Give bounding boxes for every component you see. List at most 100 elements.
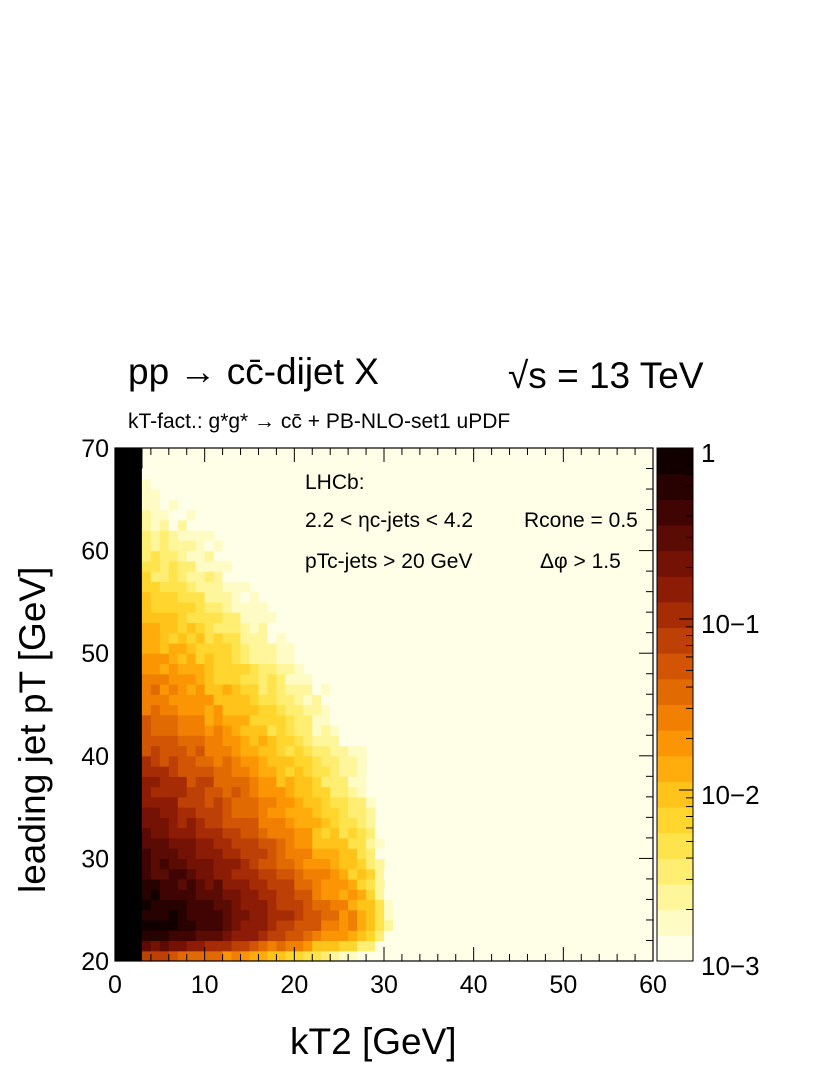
- heatmap-cell: [249, 889, 260, 901]
- heatmap-cell: [348, 950, 358, 961]
- heatmap-cell: [249, 899, 260, 911]
- heatmap-cell: [258, 601, 269, 613]
- heatmap-cell: [195, 878, 206, 890]
- heatmap-cell: [204, 540, 215, 552]
- heatmap-cell: [115, 807, 125, 818]
- heatmap-cell: [177, 519, 188, 531]
- heatmap-cell: [141, 950, 152, 961]
- heatmap-cell: [294, 807, 304, 818]
- heatmap-cell: [141, 468, 152, 480]
- heatmap-cell: [150, 560, 161, 572]
- heatmap-cell: [285, 755, 295, 767]
- heatmap-cell: [249, 642, 260, 654]
- heatmap-cell: [177, 632, 188, 644]
- color-scale-band: [657, 627, 693, 654]
- heatmap-cell: [222, 776, 233, 788]
- heatmap-cell: [186, 827, 197, 839]
- heatmap-cell: [231, 878, 242, 890]
- heatmap-cell: [294, 725, 304, 736]
- heatmap-cell: [240, 817, 251, 829]
- heatmap-cell: [267, 776, 277, 788]
- heatmap-cell: [168, 776, 179, 788]
- heatmap-cell: [115, 612, 125, 624]
- heatmap-cell: [195, 807, 206, 818]
- heatmap-cell: [195, 591, 206, 603]
- heatmap-cell: [276, 663, 286, 675]
- heatmap-cell: [177, 714, 188, 726]
- heatmap-cell: [150, 704, 161, 716]
- heatmap-cell: [330, 766, 340, 777]
- heatmap-cell: [330, 796, 340, 808]
- heatmap-cell: [141, 745, 152, 757]
- heatmap-cell: [222, 858, 233, 870]
- heatmap-cell: [213, 776, 224, 788]
- heatmap-cell: [115, 837, 125, 849]
- heatmap-cell: [222, 766, 233, 777]
- heatmap-cell: [213, 796, 224, 808]
- heatmap-cell: [195, 550, 206, 562]
- heatmap-cell: [240, 622, 251, 634]
- heatmap-cell: [168, 930, 179, 942]
- heatmap-cell: [159, 725, 170, 736]
- heatmap-cell: [168, 725, 179, 736]
- heatmap-cell: [258, 735, 269, 747]
- heatmap-cell: [177, 653, 188, 665]
- heatmap-cell: [177, 878, 188, 890]
- heatmap-cell: [375, 868, 385, 880]
- heatmap-cell: [150, 642, 161, 654]
- heatmap-cell: [231, 766, 242, 777]
- heatmap-cell: [240, 776, 251, 788]
- heatmap-cell: [348, 807, 358, 818]
- heatmap-cell: [123, 571, 134, 582]
- heatmap-cell: [303, 776, 313, 788]
- heatmap-cell: [186, 519, 197, 531]
- heatmap-cell: [132, 807, 143, 818]
- heatmap-cell: [294, 653, 304, 665]
- heatmap-cell: [123, 448, 134, 459]
- zscale-tick-label-3: 10−2: [701, 780, 760, 810]
- heatmap-cell: [339, 868, 349, 880]
- heatmap-cell: [123, 704, 134, 716]
- heatmap-cell: [267, 858, 277, 870]
- heatmap-cell: [177, 601, 188, 613]
- heatmap-cell: [168, 612, 179, 624]
- heatmap-cell: [150, 827, 161, 839]
- heatmap-cell: [159, 827, 170, 839]
- heatmap-cell: [348, 848, 358, 859]
- heatmap-cell: [213, 858, 224, 870]
- heatmap-cell: [285, 889, 295, 901]
- heatmap-cell: [303, 694, 313, 706]
- heatmap-cell: [249, 766, 260, 777]
- heatmap-cell: [240, 632, 251, 644]
- heatmap-cell: [186, 745, 197, 757]
- heatmap-cell: [115, 540, 125, 552]
- heatmap-cell: [204, 571, 215, 582]
- heatmap-cell: [177, 499, 188, 511]
- heatmap-cell: [267, 642, 277, 654]
- heatmap-cell: [348, 858, 358, 870]
- heatmap-cell: [141, 786, 152, 798]
- heatmap-cell: [258, 919, 269, 931]
- heatmap-cell: [330, 735, 340, 747]
- heatmap-cell: [249, 694, 260, 706]
- heatmap-cell: [132, 725, 143, 736]
- heatmap-cell: [195, 612, 206, 624]
- heatmap-cell: [267, 591, 277, 603]
- heatmap-cell: [366, 919, 376, 931]
- heatmap-cell: [186, 694, 197, 706]
- heatmap-cell: [204, 714, 215, 726]
- heatmap-cell: [123, 817, 134, 829]
- heatmap-cell: [132, 571, 143, 582]
- heatmap-cell: [240, 612, 251, 624]
- heatmap-cell: [339, 776, 349, 788]
- heatmap-cell: [312, 919, 322, 931]
- heatmap-cell: [384, 889, 394, 901]
- heatmap-cell: [240, 807, 251, 818]
- heatmap-cell: [204, 581, 215, 593]
- heatmap-cell: [141, 550, 152, 562]
- heatmap-cell: [204, 909, 215, 921]
- heatmap-cell: [258, 909, 269, 921]
- heatmap-cell: [240, 940, 251, 952]
- heatmap-cell: [213, 642, 224, 654]
